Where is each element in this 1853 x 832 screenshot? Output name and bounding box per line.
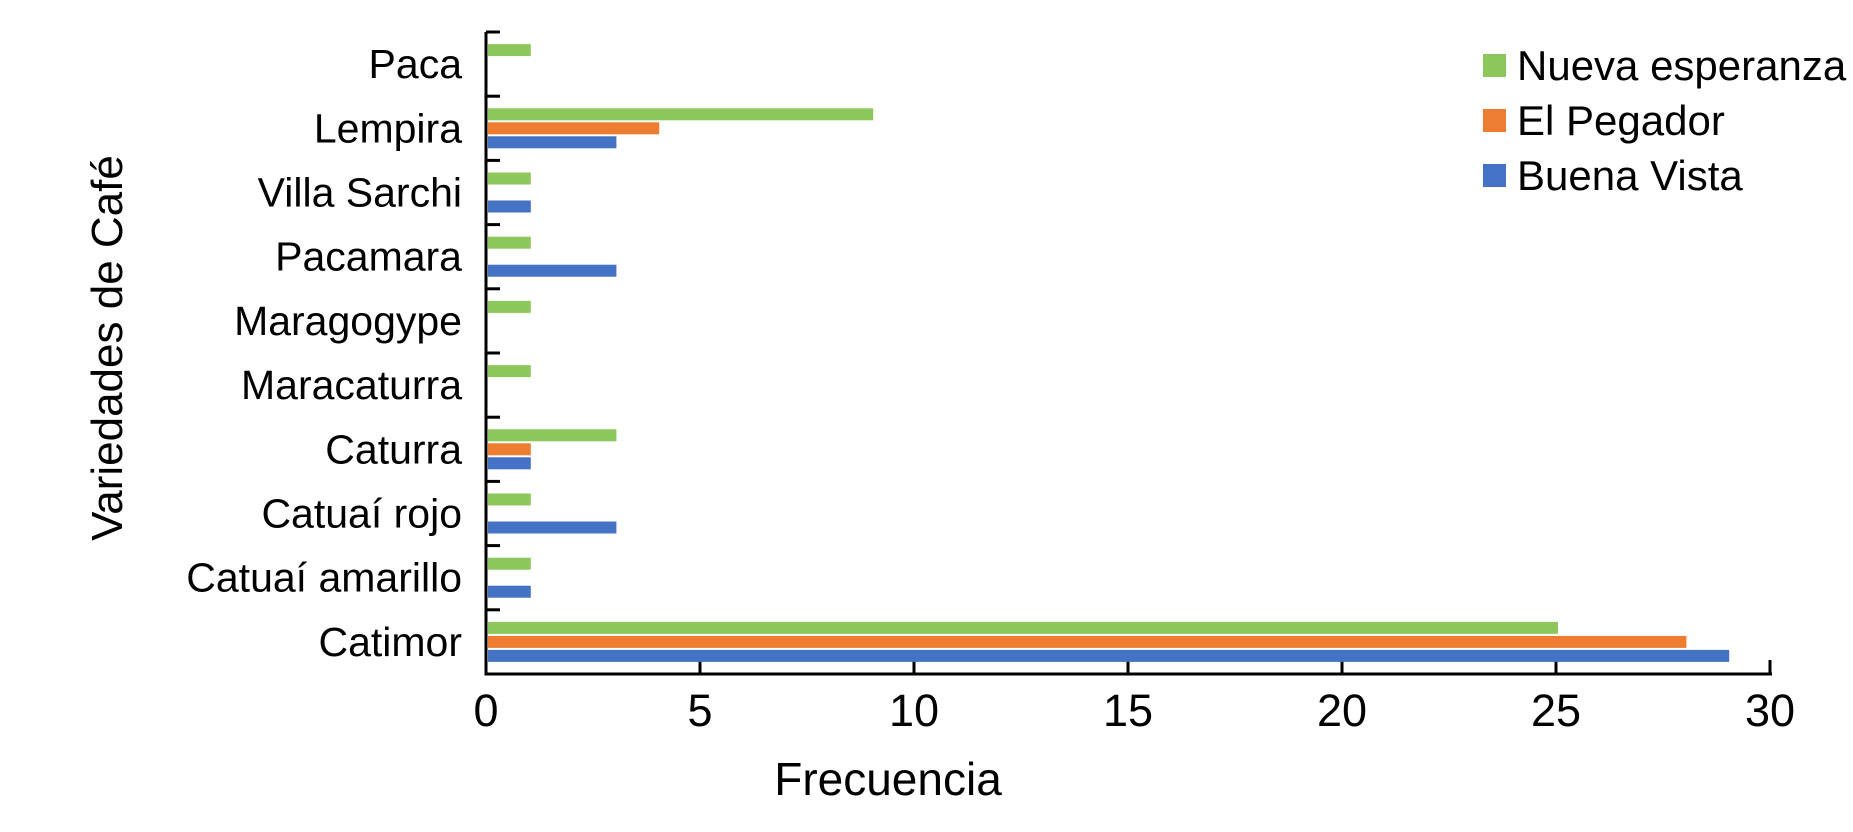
bar-maragogype-nueva-esperanza [488, 300, 531, 313]
bar-villa-sarchi-buena-vista [488, 200, 531, 213]
bar-caturra-buena-vista [488, 457, 531, 470]
x-tick-label-15: 15 [1103, 685, 1153, 736]
bar-catuai-amarillo-buena-vista [488, 585, 531, 598]
bar-lempira-nueva-esperanza [488, 108, 874, 121]
bar-villa-sarchi-nueva-esperanza [488, 172, 531, 185]
bar-pacamara-buena-vista [488, 264, 617, 277]
bar-caturra-nueva-esperanza [488, 429, 617, 442]
category-label-catimor: Catimor [318, 619, 462, 665]
category-label-maragogype: Maragogype [234, 298, 462, 344]
category-label-paca: Paca [369, 41, 463, 87]
x-tick-label-20: 20 [1317, 685, 1367, 736]
bar-lempira-buena-vista [488, 136, 617, 149]
legend-item-buena-vista: Buena Vista [1483, 148, 1846, 203]
legend-label-buena-vista: Buena Vista [1517, 151, 1743, 199]
bar-catuai-rojo-nueva-esperanza [488, 493, 531, 506]
legend-label-el-pegador: El Pegador [1517, 96, 1725, 144]
category-label-caturra: Caturra [325, 426, 462, 472]
x-tick-label-0: 0 [473, 685, 498, 736]
bar-maracaturra-nueva-esperanza [488, 365, 531, 378]
legend-item-el-pegador: El Pegador [1483, 93, 1846, 148]
legend-swatch-icon-el-pegador [1483, 109, 1506, 132]
category-label-villa-sarchi: Villa Sarchi [258, 170, 462, 216]
legend-swatch-icon-buena-vista [1483, 164, 1506, 187]
bar-paca-nueva-esperanza [488, 44, 531, 57]
x-axis-title: Frecuencia [774, 753, 1002, 805]
bar-pacamara-nueva-esperanza [488, 236, 531, 249]
bar-catimor-el-pegador [488, 635, 1687, 648]
category-label-pacamara: Pacamara [275, 234, 462, 280]
category-label-catuai-rojo: Catuaí rojo [261, 491, 462, 537]
legend-label-nueva-esperanza: Nueva esperanza [1517, 41, 1847, 89]
x-tick-label-30: 30 [1745, 685, 1795, 736]
legend: Nueva esperanza El Pegador Buena Vista [1483, 38, 1846, 203]
bar-catimor-nueva-esperanza [488, 621, 1558, 634]
legend-item-nueva-esperanza: Nueva esperanza [1483, 38, 1846, 93]
bar-catuai-rojo-buena-vista [488, 521, 617, 534]
bar-caturra-el-pegador [488, 443, 531, 456]
category-label-maracaturra: Maracaturra [241, 362, 462, 408]
x-tick-label-10: 10 [889, 685, 939, 736]
category-label-lempira: Lempira [314, 105, 462, 151]
x-tick-label-25: 25 [1531, 685, 1581, 736]
bar-catimor-buena-vista [488, 649, 1730, 662]
bar-catuai-amarillo-nueva-esperanza [488, 557, 531, 570]
legend-swatch-icon-nueva-esperanza [1483, 54, 1506, 77]
x-tick-label-5: 5 [687, 685, 712, 736]
category-label-catuai-amarillo: Catuaí amarillo [186, 555, 462, 601]
bar-lempira-el-pegador [488, 122, 660, 135]
